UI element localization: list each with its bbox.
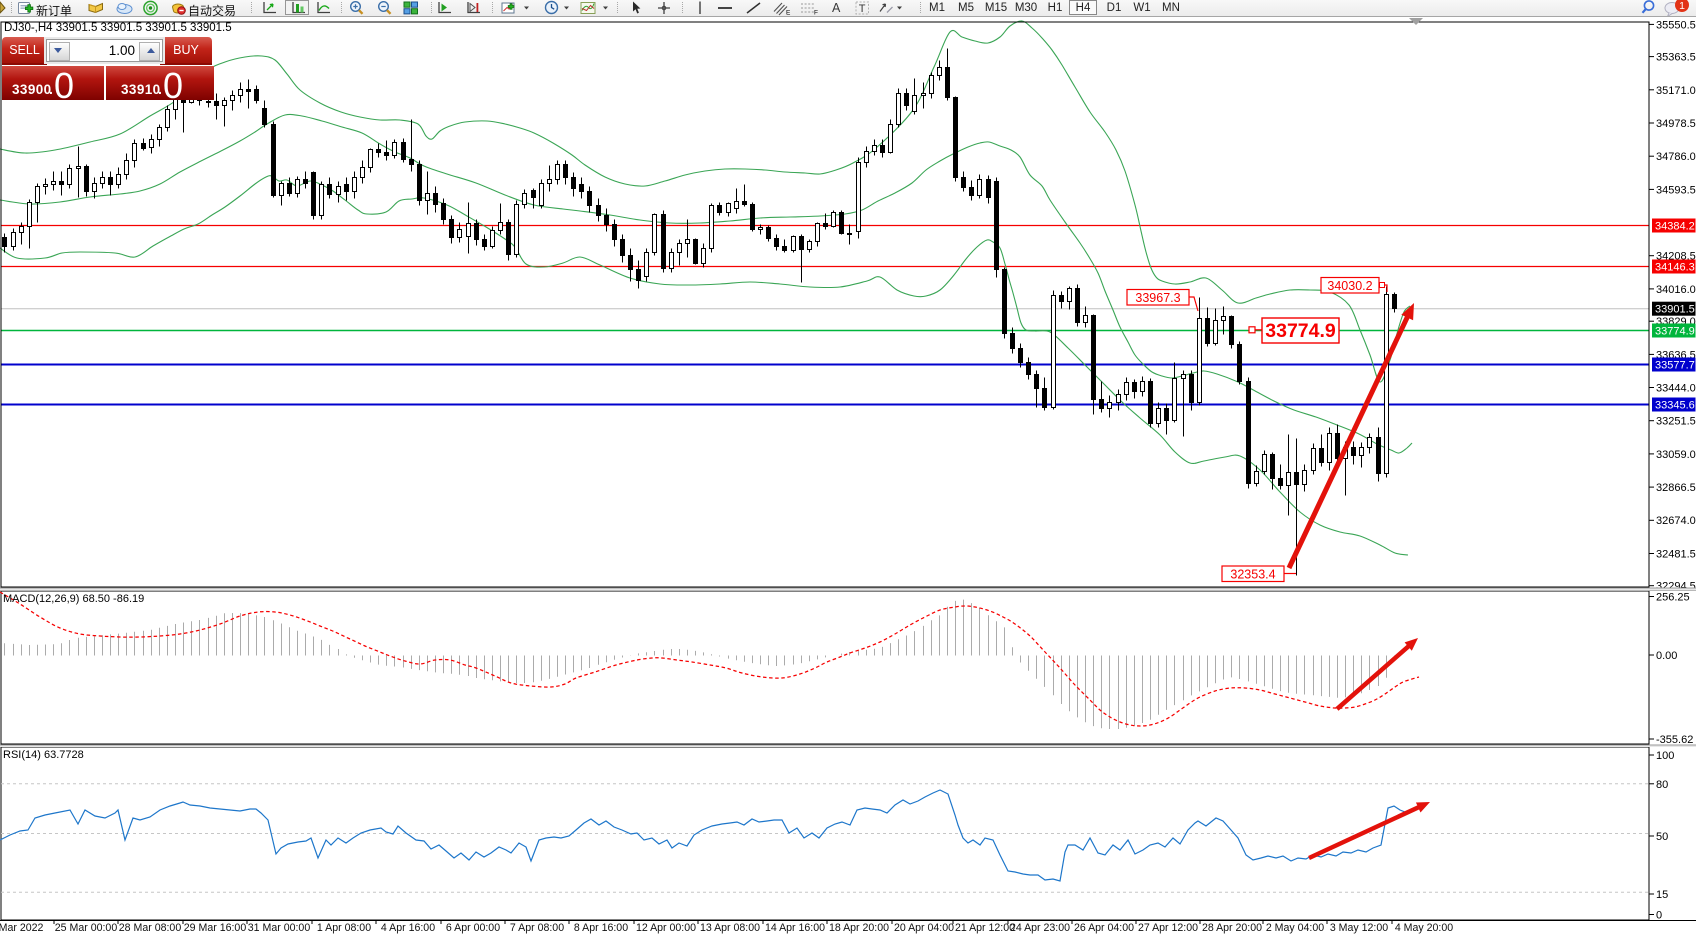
svg-text:29 Mar 16:00: 29 Mar 16:00 (184, 922, 247, 934)
svg-text:A: A (832, 1, 841, 15)
svg-text:33251.5: 33251.5 (1656, 416, 1696, 428)
svg-text:E: E (786, 10, 791, 17)
svg-text:256.25: 256.25 (1656, 592, 1690, 604)
svg-text:1 Apr 08:00: 1 Apr 08:00 (317, 922, 371, 934)
svg-text:34016.0: 34016.0 (1656, 284, 1696, 296)
svg-text:28 Mar 08:00: 28 Mar 08:00 (119, 922, 182, 934)
svg-text:34146.3: 34146.3 (1655, 262, 1695, 274)
svg-text:4 May 20:00: 4 May 20:00 (1395, 922, 1453, 934)
svg-text:28 Apr 20:00: 28 Apr 20:00 (1202, 922, 1262, 934)
svg-text:21 Apr 12:00: 21 Apr 12:00 (955, 922, 1015, 934)
svg-text:27 Apr 12:00: 27 Apr 12:00 (1138, 922, 1198, 934)
svg-text:50: 50 (1656, 831, 1668, 843)
svg-text:DJ30-,H4 33901.5 33901.5 3390: DJ30-,H4 33901.5 33901.5 33901.5 33901.5 (4, 22, 232, 34)
svg-text:15: 15 (1656, 889, 1668, 901)
svg-text:0.00: 0.00 (1656, 650, 1677, 662)
svg-text:34786.0: 34786.0 (1656, 151, 1696, 163)
svg-text:F: F (814, 10, 818, 17)
svg-text:6 Apr 00:00: 6 Apr 00:00 (446, 922, 500, 934)
svg-text:31 Mar 00:00: 31 Mar 00:00 (248, 922, 311, 934)
svg-text:4 Apr 16:00: 4 Apr 16:00 (381, 922, 435, 934)
svg-text:MACD(12,26,9) 68.50 -86.19: MACD(12,26,9) 68.50 -86.19 (3, 593, 144, 605)
svg-text:32481.5: 32481.5 (1656, 548, 1696, 560)
svg-text:34384.2: 34384.2 (1655, 221, 1695, 233)
svg-text:18 Apr 20:00: 18 Apr 20:00 (829, 922, 889, 934)
svg-text:7 Apr 08:00: 7 Apr 08:00 (510, 922, 564, 934)
svg-text:33345.6: 33345.6 (1655, 400, 1695, 412)
svg-text:33967.3: 33967.3 (1135, 291, 1180, 305)
svg-text:100: 100 (1656, 750, 1674, 762)
svg-text:20 Apr 04:00: 20 Apr 04:00 (894, 922, 954, 934)
svg-text:-355.62: -355.62 (1656, 734, 1693, 746)
svg-text:RSI(14) 63.7728: RSI(14) 63.7728 (3, 749, 84, 761)
svg-text:26 Apr 04:00: 26 Apr 04:00 (1074, 922, 1134, 934)
svg-text:32353.4: 32353.4 (1230, 567, 1275, 581)
svg-text:T: T (859, 3, 866, 15)
svg-text:33059.0: 33059.0 (1656, 449, 1696, 461)
svg-text:34030.2: 34030.2 (1327, 279, 1372, 293)
svg-text:33901.5: 33901.5 (1655, 304, 1695, 316)
svg-text:35550.5: 35550.5 (1656, 19, 1696, 31)
svg-text:33577.7: 33577.7 (1655, 360, 1695, 372)
svg-text:12 Apr 00:00: 12 Apr 00:00 (636, 922, 696, 934)
svg-text:32674.0: 32674.0 (1656, 515, 1696, 527)
svg-text:35171.0: 35171.0 (1656, 85, 1696, 97)
svg-text:33444.0: 33444.0 (1656, 383, 1696, 395)
svg-text:32866.5: 32866.5 (1656, 482, 1696, 494)
svg-text:8 Apr 16:00: 8 Apr 16:00 (574, 922, 628, 934)
svg-text:14 Apr 16:00: 14 Apr 16:00 (765, 922, 825, 934)
svg-text:80: 80 (1656, 779, 1668, 791)
svg-text:35363.5: 35363.5 (1656, 52, 1696, 64)
svg-text:34978.5: 34978.5 (1656, 118, 1696, 130)
svg-text:24 Apr 23:00: 24 Apr 23:00 (1010, 922, 1070, 934)
svg-text:33774.9: 33774.9 (1655, 326, 1695, 338)
svg-text:3 May 12:00: 3 May 12:00 (1330, 922, 1388, 934)
svg-text:13 Apr 08:00: 13 Apr 08:00 (700, 922, 760, 934)
svg-text:33774.9: 33774.9 (1265, 320, 1336, 342)
svg-text:0: 0 (1656, 910, 1662, 922)
svg-text:25 Mar 00:00: 25 Mar 00:00 (55, 922, 118, 934)
svg-text:2 May 04:00: 2 May 04:00 (1266, 922, 1324, 934)
svg-text:Mar 2022: Mar 2022 (0, 922, 43, 934)
svg-text:34593.5: 34593.5 (1656, 184, 1696, 196)
svg-text:1: 1 (1679, 0, 1685, 12)
